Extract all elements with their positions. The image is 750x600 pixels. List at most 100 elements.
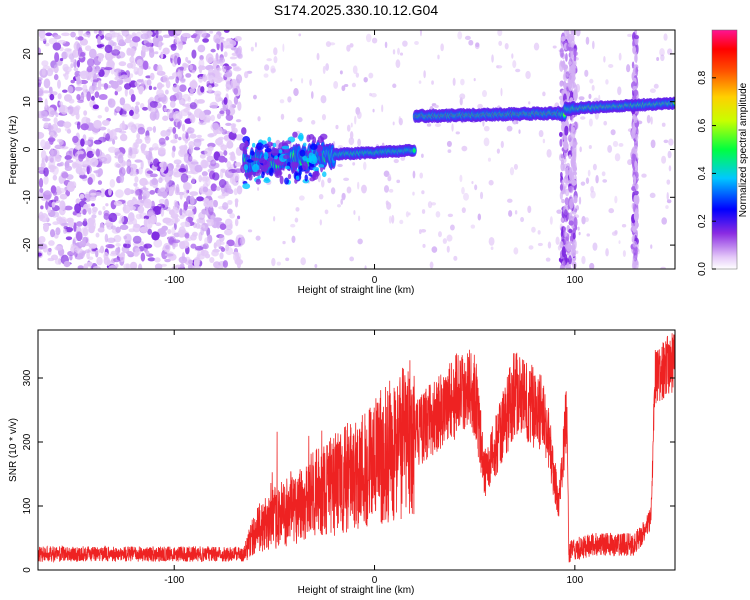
spectrogram-cell — [103, 212, 110, 220]
spectrogram-cell — [38, 47, 41, 56]
spectrogram-cell — [138, 86, 145, 92]
spectrogram-cell — [117, 246, 121, 253]
spectrogram-cell — [578, 96, 585, 101]
spectrogram-cell — [107, 146, 117, 153]
spectrogram-cell — [40, 110, 46, 115]
spectrogram-cell — [297, 117, 303, 123]
spectrogram-cell — [461, 207, 466, 214]
spectrogram-cell — [273, 47, 278, 56]
spectrogram-cell — [349, 131, 354, 140]
spectrogram-cell — [392, 83, 397, 89]
spectrogram-cell — [482, 119, 485, 127]
spectrogram-cell — [164, 174, 170, 183]
spectrogram-cell — [52, 42, 62, 51]
spectrogram-cell — [110, 129, 117, 140]
spectrogram-cell — [44, 98, 48, 109]
spectrogram-cell — [151, 231, 160, 241]
spectrogram-cell — [241, 127, 247, 135]
spectrogram-cell — [165, 89, 169, 95]
spectrogram-cell — [464, 35, 471, 41]
spectrogram-cell — [223, 150, 228, 156]
spectrogram-cell — [233, 95, 239, 105]
spectrogram-cell — [83, 263, 88, 269]
spectrogram-cell — [312, 166, 320, 172]
spectrogram-cell — [559, 138, 563, 147]
spectrogram-cell — [165, 136, 170, 141]
spectrogram-cell — [237, 215, 241, 220]
spectrogram-cell — [412, 149, 416, 152]
spectrogram-cell — [135, 189, 144, 196]
spectrogram-cell — [592, 163, 597, 171]
spectrogram-cell — [185, 132, 189, 139]
spectrogram-cell — [152, 142, 159, 151]
spectrogram-cell — [183, 201, 189, 211]
spectrogram-cell — [38, 166, 46, 171]
spectrogram-cell — [408, 212, 411, 216]
spectrogram-cell — [247, 229, 253, 233]
spectrogram-cell — [104, 222, 114, 226]
spectrogram-cell — [560, 159, 564, 165]
spectrogram-cell — [56, 215, 63, 225]
spectrogram-cell — [93, 83, 97, 88]
spectrogram-cell — [483, 125, 490, 132]
spectrogram-cell — [87, 207, 92, 215]
spectrogram-cell — [667, 150, 672, 159]
spectrogram-cell — [311, 120, 316, 125]
spectrogram-cell — [280, 113, 285, 120]
spectrogram-cell — [298, 170, 302, 176]
spectrogram-cell — [588, 93, 592, 99]
spectrogram-cell — [104, 106, 109, 113]
spectrogram-cell — [538, 129, 544, 138]
spectrogram-cell — [153, 238, 163, 248]
spectrogram-cell — [103, 82, 109, 90]
spectrogram-cell — [274, 154, 278, 160]
spectrogram-cell — [88, 48, 97, 59]
spectrogram-cell — [350, 122, 353, 128]
spectrogram-cell — [325, 63, 330, 71]
spectrogram-cell — [207, 84, 213, 93]
spectrogram-cell — [561, 246, 566, 258]
spectrogram-cell — [512, 60, 517, 69]
spectrogram-cell — [46, 207, 51, 214]
spectrogram-cell — [568, 244, 573, 250]
spectrogram-cell — [320, 179, 325, 188]
spectrogram-cell — [41, 68, 46, 76]
spectrogram-cell — [533, 42, 540, 51]
spectrogram-cell — [43, 167, 49, 177]
spectrogram-cell — [210, 114, 215, 122]
spectrogram-cell — [251, 142, 256, 148]
spectrogram-cell — [152, 125, 157, 133]
spectrogram-cell — [314, 263, 318, 268]
spectrogram-cell — [145, 250, 150, 256]
spectrogram-cell — [566, 162, 571, 169]
snr-x-tick-label: -100 — [164, 575, 184, 586]
spectrogram-cell — [115, 70, 119, 80]
spectrogram-cell — [82, 159, 92, 167]
spectrogram-cell — [172, 242, 176, 250]
spectrogram-cell — [219, 252, 224, 260]
spectrogram-cell — [86, 65, 93, 73]
spectrogram-cell — [136, 59, 143, 67]
colorbar-tick-label: 0.8 — [697, 70, 708, 84]
spectrogram-cell — [281, 145, 290, 150]
spectrogram-cell — [90, 95, 95, 101]
spectrogram-cell — [330, 187, 336, 195]
spectrogram-cell — [565, 167, 569, 178]
spectrogram-cell — [568, 185, 572, 192]
spectrogram-cell — [54, 67, 59, 72]
spectrogram-cell — [264, 64, 270, 71]
spectrogram-cell — [573, 195, 578, 204]
spectrogram-cell — [175, 91, 183, 101]
spectrogram-cell — [282, 240, 286, 245]
spectrogram-cell — [322, 171, 327, 178]
spectrogram-cell — [496, 65, 499, 69]
spectrogram-cell — [223, 51, 228, 58]
spectrogram-cell — [104, 44, 113, 54]
spectrogram-cell — [157, 147, 166, 155]
spectrogram-cell — [388, 215, 392, 224]
spectrogram-cell — [208, 133, 217, 137]
spectrogram-cell — [133, 251, 139, 257]
spectrogram-cell — [621, 224, 627, 228]
spectrogram-cell — [559, 183, 564, 191]
spectrogram-cell — [197, 44, 206, 53]
